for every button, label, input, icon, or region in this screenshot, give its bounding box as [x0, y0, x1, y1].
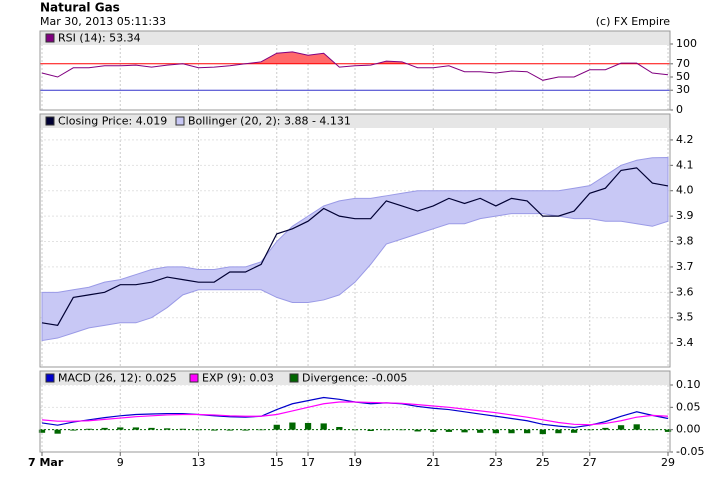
legend-swatch	[45, 33, 55, 43]
divergence-bar	[445, 429, 453, 432]
divergence-bar	[586, 429, 593, 431]
divergence-bar	[602, 427, 609, 430]
x-tick-label: 21	[426, 456, 440, 469]
divergence-bar	[539, 429, 546, 435]
legend-label: Bollinger (20, 2): 3.88 - 4.131	[188, 115, 351, 128]
bollinger-band	[41, 156, 669, 342]
x-tick-label: 13	[192, 456, 206, 469]
divergence-bar	[273, 424, 280, 430]
divergence-bar	[289, 422, 296, 430]
series-line	[41, 51, 669, 81]
x-tick-label: 25	[536, 456, 550, 469]
panel-frame	[39, 30, 671, 111]
divergence-bar	[179, 428, 186, 430]
divergence-bar	[242, 429, 249, 431]
divergence-bar	[148, 427, 155, 430]
divergence-bar	[38, 429, 46, 433]
legend-band	[40, 114, 670, 128]
divergence-bar	[477, 429, 484, 433]
legend-swatch	[45, 116, 55, 126]
legend-label: MACD (26, 12): 0.025	[58, 372, 177, 385]
divergence-bar	[320, 423, 327, 430]
divergence-bar	[304, 422, 312, 430]
y-tick-label: 0.05	[676, 400, 701, 413]
divergence-bar	[398, 429, 406, 431]
legend-label: Closing Price: 4.019	[58, 115, 167, 128]
divergence-bar	[226, 429, 233, 431]
divergence-bar	[617, 425, 625, 430]
legend-label: Divergence: -0.005	[302, 372, 407, 385]
legend-swatch	[189, 373, 199, 383]
divergence-bar	[367, 429, 374, 432]
series-line	[41, 401, 669, 426]
divergence-bar	[101, 427, 108, 430]
x-tick-label: 19	[348, 456, 362, 469]
divergence-bar	[54, 429, 61, 434]
divergence-bar	[492, 429, 499, 434]
chart-title: Natural Gas	[40, 1, 120, 15]
y-tick-label: 0	[676, 103, 683, 116]
x-tick-label: 27	[583, 456, 597, 469]
divergence-bar	[461, 429, 468, 433]
y-tick-label: 50	[676, 70, 690, 83]
y-tick-label: 3.9	[676, 209, 694, 222]
divergence-bar	[649, 429, 656, 431]
divergence-bar	[257, 429, 265, 431]
y-tick-label: 3.6	[676, 285, 694, 298]
divergence-bar	[383, 429, 390, 431]
legend-swatch	[45, 373, 55, 383]
y-tick-label: 3.8	[676, 235, 694, 248]
divergence-bar	[70, 429, 77, 431]
y-tick-label: 100	[676, 37, 697, 50]
divergence-bar	[132, 427, 140, 430]
divergence-bar	[211, 429, 218, 431]
x-tick-label: 23	[489, 456, 503, 469]
y-tick-label: 3.7	[676, 260, 694, 273]
divergence-bar	[164, 428, 171, 430]
y-tick-label: 4.0	[676, 184, 694, 197]
y-tick-label: 3.5	[676, 311, 694, 324]
timestamp: Mar 30, 2013 05:11:33	[40, 15, 166, 28]
x-tick-label: 15	[270, 456, 284, 469]
divergence-bar	[555, 429, 562, 434]
divergence-bar	[664, 429, 672, 432]
divergence-bar	[336, 426, 343, 430]
legend-band	[40, 31, 670, 45]
x-tick-label: 9	[117, 456, 124, 469]
panel-frame	[39, 113, 671, 368]
x-tick-label: 17	[301, 456, 315, 469]
y-tick-label: 3.4	[676, 336, 694, 349]
divergence-bar	[351, 429, 359, 431]
divergence-bar	[85, 428, 93, 430]
legend-swatch	[175, 116, 185, 126]
legend-swatch	[289, 373, 299, 383]
legend-label: RSI (14): 53.34	[58, 32, 141, 45]
divergence-bar	[633, 424, 640, 430]
divergence-bar	[570, 429, 578, 433]
x-tick-label: 29	[661, 456, 675, 469]
y-tick-label: 70	[676, 57, 690, 70]
divergence-bar	[195, 429, 202, 431]
y-tick-label: 4.2	[676, 133, 694, 146]
divergence-bar	[508, 429, 515, 434]
credit: (c) FX Empire	[596, 15, 670, 28]
y-tick-label: 30	[676, 83, 690, 96]
divergence-bar	[430, 429, 437, 432]
y-tick-label: -0.05	[676, 445, 704, 458]
legend-label: EXP (9): 0.03	[202, 372, 274, 385]
x-tick-label: 7 Mar	[28, 456, 64, 469]
series-line	[41, 167, 669, 327]
divergence-bar	[117, 427, 124, 430]
y-tick-label: 0.00	[676, 423, 701, 436]
y-tick-label: 4.1	[676, 158, 694, 171]
divergence-bar	[414, 429, 421, 432]
divergence-bar	[524, 429, 531, 434]
y-tick-label: 0.10	[676, 378, 701, 391]
